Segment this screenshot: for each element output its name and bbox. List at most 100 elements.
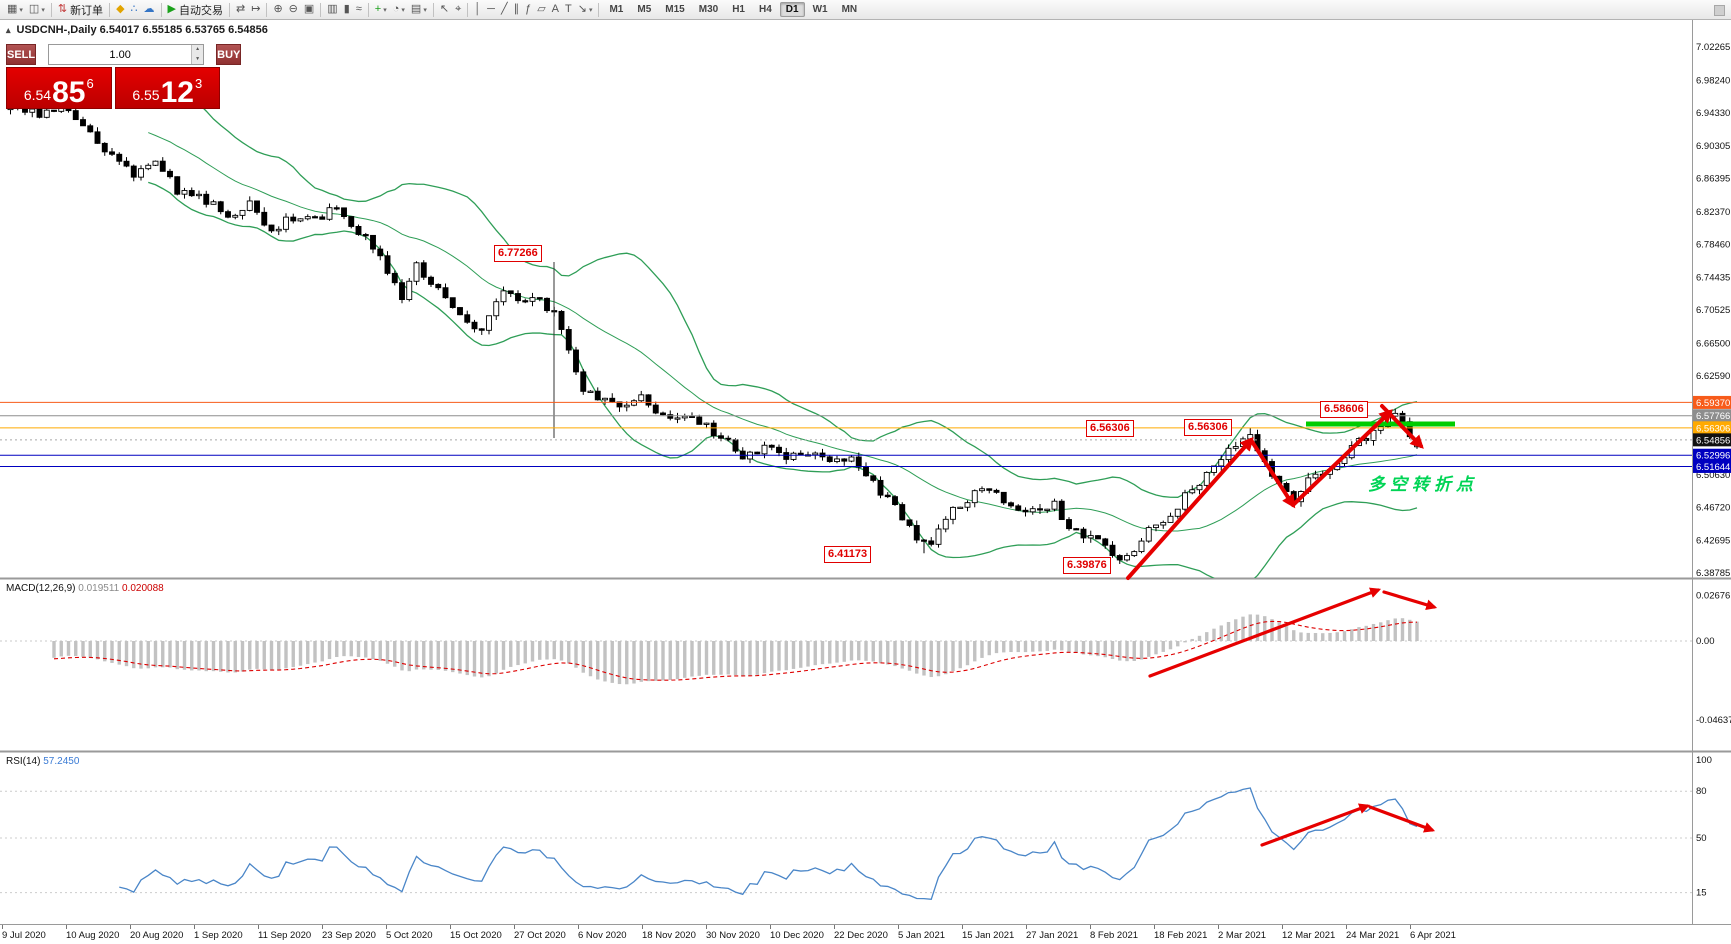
profiles-button[interactable]: ◫ ▾ <box>26 1 48 18</box>
chart-shift-button[interactable]: ↦ <box>248 1 263 18</box>
svg-text:27 Oct 2020: 27 Oct 2020 <box>514 930 566 941</box>
timeframe-w1-button[interactable]: W1 <box>812 4 828 15</box>
chart-area: 7.02265 6.98240 6.94330 6.90305 6.86395 6.823… <box>0 20 1731 944</box>
sell-price-sup: 6 <box>86 76 94 91</box>
periods-button[interactable]: ◔ ▾ <box>390 1 408 18</box>
vps-button[interactable]: ☁ <box>141 1 158 18</box>
shapes-icon: ▱ <box>537 3 546 15</box>
market-button[interactable]: ◆ <box>113 1 127 18</box>
macd-signal-value: 0.020088 <box>122 583 164 594</box>
svg-text:6.42695: 6.42695 <box>1696 536 1730 547</box>
buy-price-prefix: 6.55 <box>132 87 160 103</box>
channel-button[interactable]: ∥ <box>511 1 523 18</box>
timeframe-m5-button[interactable]: M5 <box>637 4 652 15</box>
horizontal-line-button[interactable]: ─ <box>484 1 498 18</box>
timeframe-h1-button[interactable]: H1 <box>732 4 745 15</box>
toolbar-separator <box>160 2 162 17</box>
label-icon: T <box>565 3 572 15</box>
svg-text:20 Aug 2020: 20 Aug 2020 <box>130 930 183 941</box>
autotrading-button[interactable]: ▶ 自动交易 <box>165 1 226 18</box>
signals-button[interactable]: ∴ <box>128 1 141 18</box>
svg-text:0.00: 0.00 <box>1696 636 1715 647</box>
price-callout: 6.77266 <box>494 245 542 262</box>
turning-point-annotation: 多空转折点 <box>1368 475 1478 494</box>
sell-price-panel[interactable]: 6.54 85 6 <box>6 67 112 109</box>
toolbar-handle[interactable] <box>1714 5 1725 16</box>
svg-text:6.82370: 6.82370 <box>1696 207 1730 218</box>
sell-button[interactable]: SELL <box>6 44 37 65</box>
svg-text:6.59370: 6.59370 <box>1696 398 1730 409</box>
line-chart-button[interactable]: ≈ <box>353 1 365 18</box>
svg-text:6.66500: 6.66500 <box>1696 338 1730 349</box>
vertical-line-button[interactable]: │ <box>471 1 484 18</box>
new-chart-button[interactable]: ▦ ▾ <box>4 1 26 18</box>
price-chart-canvas[interactable]: 7.02265 6.98240 6.94330 6.90305 6.86395 6.823… <box>0 20 1731 944</box>
svg-text:6.54856: 6.54856 <box>1696 435 1730 446</box>
svg-text:6.46720: 6.46720 <box>1696 502 1730 513</box>
crosshair-icon: ⌖ <box>455 3 462 15</box>
crosshair-button[interactable]: ⌖ <box>452 1 464 18</box>
templates-button[interactable]: ▤ ▾ <box>408 1 430 18</box>
svg-text:6 Apr 2021: 6 Apr 2021 <box>1410 930 1456 941</box>
zoom-in-button[interactable]: ⊕ <box>270 1 285 18</box>
volume-stepper: ▲ ▼ <box>191 45 204 64</box>
svg-text:15 Jan 2021: 15 Jan 2021 <box>962 930 1014 941</box>
svg-text:11 Sep 2020: 11 Sep 2020 <box>258 930 311 941</box>
svg-text:15: 15 <box>1696 888 1707 899</box>
svg-text:6.51644: 6.51644 <box>1696 462 1730 473</box>
trendline-button[interactable]: ╱ <box>498 1 511 18</box>
fibonacci-button[interactable]: ƒ <box>522 1 534 18</box>
indicators-button[interactable]: + ▾ <box>372 1 390 18</box>
svg-text:15 Oct 2020: 15 Oct 2020 <box>450 930 502 941</box>
zoom-in-icon: ⊕ <box>273 3 283 15</box>
vertical-line-icon: │ <box>474 3 482 15</box>
svg-text:6.62590: 6.62590 <box>1696 371 1730 382</box>
volume-input[interactable] <box>49 45 192 64</box>
profiles-icon: ◫ <box>28 3 40 15</box>
label-button[interactable]: T <box>562 1 575 18</box>
svg-text:27 Jan 2021: 27 Jan 2021 <box>1026 930 1078 941</box>
rsi-label: RSI(14) 57.2450 <box>6 756 79 767</box>
svg-text:5 Jan 2021: 5 Jan 2021 <box>898 930 945 941</box>
tile-windows-button[interactable]: ▣ <box>301 1 317 18</box>
timeframe-h4-button[interactable]: H4 <box>758 4 772 15</box>
shapes-button[interactable]: ▱ <box>534 1 548 18</box>
timeframe-mn-button[interactable]: MN <box>841 4 858 15</box>
price-callout: 6.56306 <box>1184 419 1232 436</box>
new-order-button[interactable]: ⇅ 新订单 <box>55 1 106 18</box>
auto-scroll-button[interactable]: ⇄ <box>233 1 248 18</box>
timeframe-m30-button[interactable]: M30 <box>698 4 719 15</box>
buy-price-big: 12 <box>160 75 194 109</box>
buy-button[interactable]: BUY <box>216 44 242 65</box>
bar-chart-button[interactable]: ▥ <box>324 1 340 18</box>
timeframe-d1-button[interactable]: D1 <box>779 2 805 17</box>
arrows-button[interactable]: ↘ ▾ <box>575 1 596 18</box>
timeframe-m1-button[interactable]: M1 <box>609 4 624 15</box>
toolbar-separator <box>50 2 52 17</box>
candlestick-chart-button[interactable]: ▮ <box>341 1 353 18</box>
trendline-icon: ╱ <box>500 3 508 15</box>
signals-icon: ∴ <box>130 3 138 15</box>
svg-text:7.02265: 7.02265 <box>1696 42 1730 53</box>
price-callout: 6.58606 <box>1320 401 1368 418</box>
volume-down-button[interactable]: ▼ <box>192 54 204 64</box>
svg-text:6.94330: 6.94330 <box>1696 108 1730 119</box>
buy-price-panel[interactable]: 6.55 12 3 <box>114 67 220 109</box>
one-click-toggle-icon[interactable]: ▴ <box>6 24 11 35</box>
indicators-icon: + <box>374 3 382 15</box>
text-icon: A <box>551 3 559 15</box>
price-callout: 6.41173 <box>824 546 872 563</box>
toolbar-separator <box>109 2 111 17</box>
svg-text:6.70525: 6.70525 <box>1696 305 1730 316</box>
new-order-icon: ⇅ <box>57 3 68 15</box>
cursor-button[interactable]: ↖ <box>437 1 452 18</box>
timeframe-m15-button[interactable]: M15 <box>665 4 685 15</box>
toolbar-separator <box>367 2 369 17</box>
volume-up-button[interactable]: ▲ <box>192 45 204 55</box>
chevron-down-icon: ▾ <box>423 6 427 14</box>
templates-icon: ▤ <box>410 3 422 15</box>
zoom-out-button[interactable]: ⊖ <box>286 1 301 18</box>
text-button[interactable]: A <box>549 1 562 18</box>
